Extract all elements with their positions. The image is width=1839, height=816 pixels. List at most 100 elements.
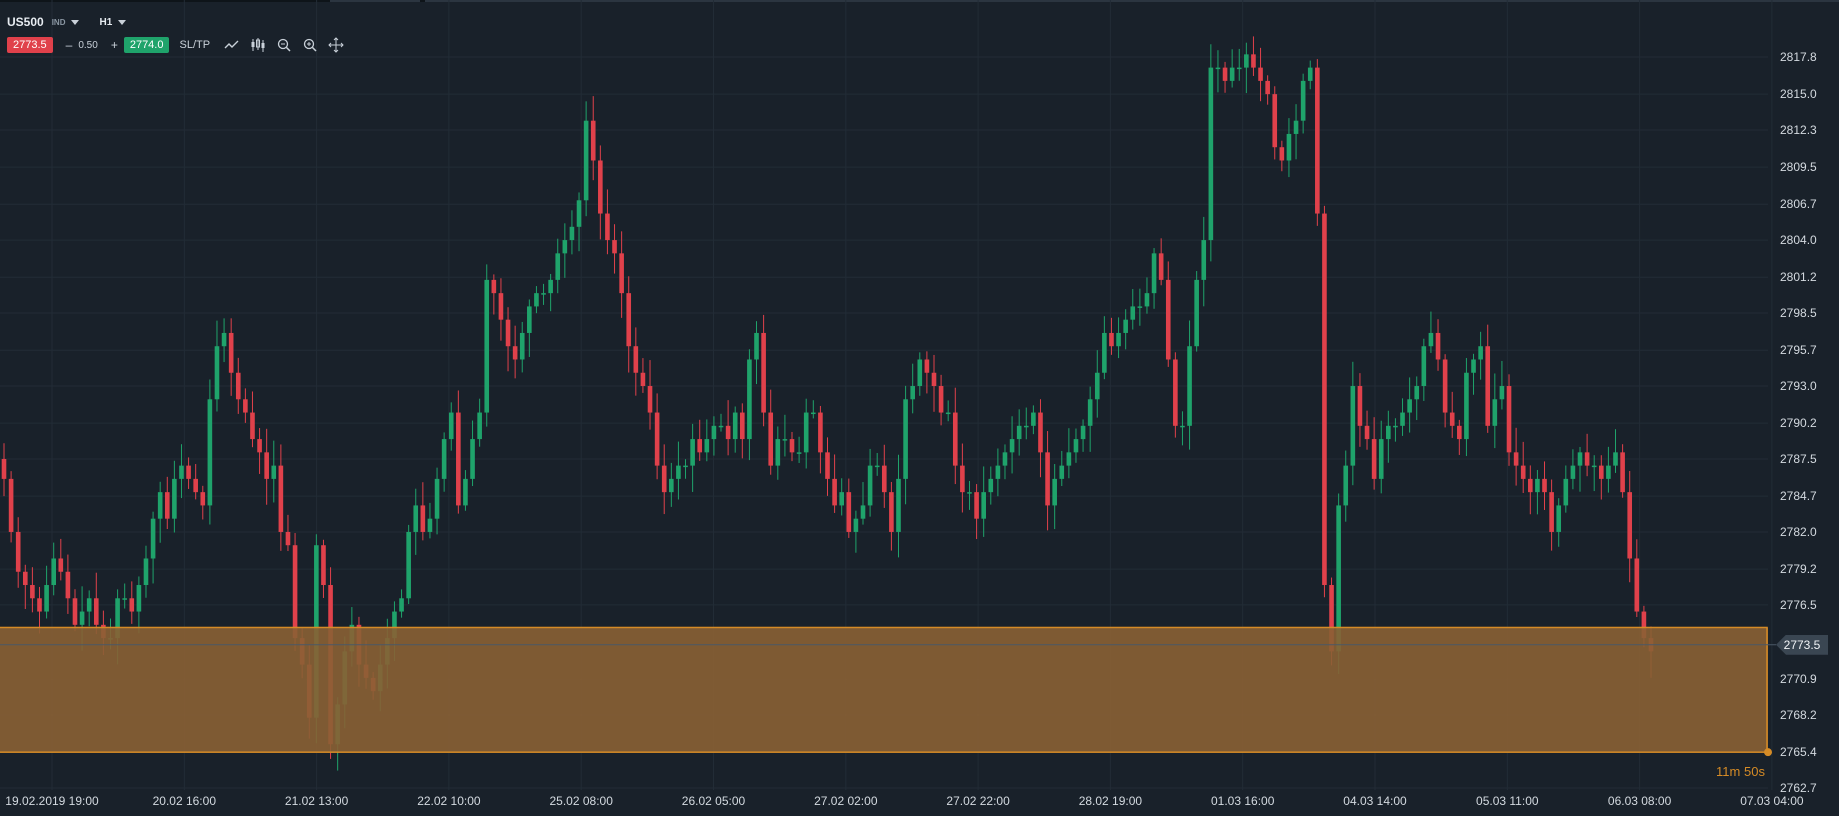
- candle-body: [1322, 213, 1327, 586]
- candle-body: [1485, 346, 1491, 426]
- candle-body: [413, 505, 419, 532]
- candle: [1137, 288, 1143, 326]
- candle: [1045, 431, 1050, 531]
- candle-body: [1116, 332, 1121, 347]
- candle: [945, 400, 951, 422]
- candle: [93, 572, 99, 635]
- candle: [1598, 455, 1604, 500]
- candle: [1236, 48, 1242, 81]
- sl-tp-button[interactable]: SL/TP: [179, 39, 211, 51]
- candle-body: [534, 293, 539, 307]
- candle-body: [1634, 558, 1640, 612]
- candle-body: [598, 160, 603, 214]
- candle-body: [1009, 439, 1015, 453]
- symbol-dropdown-icon[interactable]: [71, 19, 80, 25]
- candle: [434, 467, 440, 535]
- candle-body: [448, 412, 454, 440]
- candle-body: [924, 359, 930, 373]
- candle-body: [541, 293, 546, 295]
- candle: [1315, 59, 1320, 226]
- candle: [839, 478, 845, 516]
- candle-body: [1435, 332, 1441, 360]
- candle-body: [860, 505, 866, 519]
- candle: [1570, 449, 1576, 490]
- candle-body: [1222, 67, 1228, 81]
- price-tick-label: 2809.5: [1780, 160, 1817, 175]
- candle-body: [93, 598, 99, 625]
- candle: [810, 400, 816, 419]
- candle-body: [761, 332, 766, 413]
- time-tick-label: 04.03 14:00: [1343, 794, 1407, 808]
- symbol-type-badge: IND: [51, 17, 66, 27]
- candle: [1151, 248, 1157, 309]
- candle-body: [179, 465, 184, 479]
- candle: [1002, 444, 1008, 480]
- candle-body: [853, 518, 859, 532]
- zone-fill: [0, 627, 1768, 753]
- candle-body: [527, 306, 532, 333]
- zoom-out-icon[interactable]: [276, 37, 292, 53]
- candle: [683, 459, 688, 479]
- price-tick-label: 2787.5: [1780, 451, 1817, 466]
- current-price-tag: 2773.5: [1776, 634, 1828, 655]
- volume-plus-button[interactable]: +: [110, 38, 118, 52]
- candle-body: [157, 492, 163, 519]
- candle: [30, 567, 35, 613]
- candle: [1371, 417, 1377, 490]
- candles-icon[interactable]: [250, 37, 266, 53]
- candle: [889, 481, 894, 551]
- candle: [1449, 391, 1455, 438]
- candle-body: [1478, 346, 1483, 360]
- volume-value[interactable]: 0.50: [78, 39, 98, 51]
- candle: [235, 357, 241, 414]
- candle-body: [456, 412, 461, 506]
- candle: [754, 321, 759, 385]
- candle: [541, 283, 546, 305]
- candle: [548, 273, 553, 312]
- time-tick-label: 22.02 10:00: [417, 794, 481, 808]
- line-chart-icon[interactable]: [224, 37, 240, 53]
- candle: [1094, 350, 1100, 418]
- candle: [122, 583, 127, 609]
- countdown-minutes-unit: m: [1729, 764, 1741, 779]
- candle-body: [938, 386, 944, 413]
- candle: [1350, 361, 1356, 486]
- candle-body: [1378, 439, 1384, 479]
- candle: [1591, 455, 1597, 492]
- zoom-in-icon[interactable]: [302, 37, 318, 53]
- candle: [1293, 104, 1299, 160]
- candle: [519, 321, 525, 373]
- time-tick-label: 28.02 19:00: [1078, 794, 1143, 808]
- candle-body: [725, 425, 731, 440]
- candle-body: [143, 558, 149, 586]
- candle: [1222, 61, 1228, 93]
- candle: [775, 426, 781, 480]
- candle: [186, 457, 191, 489]
- buy-button[interactable]: 2774.0: [123, 37, 170, 53]
- candle-body: [1045, 452, 1050, 506]
- candle: [1577, 446, 1583, 492]
- price-tick-label: 2812.3: [1780, 122, 1817, 137]
- candle: [633, 327, 639, 396]
- candle: [732, 406, 738, 453]
- candle-body: [420, 505, 426, 532]
- candle-body: [1066, 452, 1072, 466]
- candle: [796, 436, 802, 463]
- sell-button[interactable]: 2773.5: [7, 37, 53, 53]
- candle: [974, 484, 979, 540]
- candle: [1471, 353, 1476, 395]
- candle: [1180, 411, 1185, 446]
- crosshair-icon[interactable]: [328, 37, 344, 53]
- candle: [1009, 416, 1015, 474]
- candle-body: [995, 465, 1001, 479]
- candle: [1038, 399, 1043, 478]
- timeframe-selector[interactable]: H1: [99, 17, 127, 28]
- candle-body: [789, 439, 795, 453]
- candle-body: [1520, 465, 1526, 479]
- candle: [761, 314, 766, 427]
- candle: [924, 351, 930, 394]
- candle-body: [825, 452, 830, 479]
- symbol-name[interactable]: US500: [7, 15, 44, 29]
- volume-minus-button[interactable]: –: [65, 38, 73, 52]
